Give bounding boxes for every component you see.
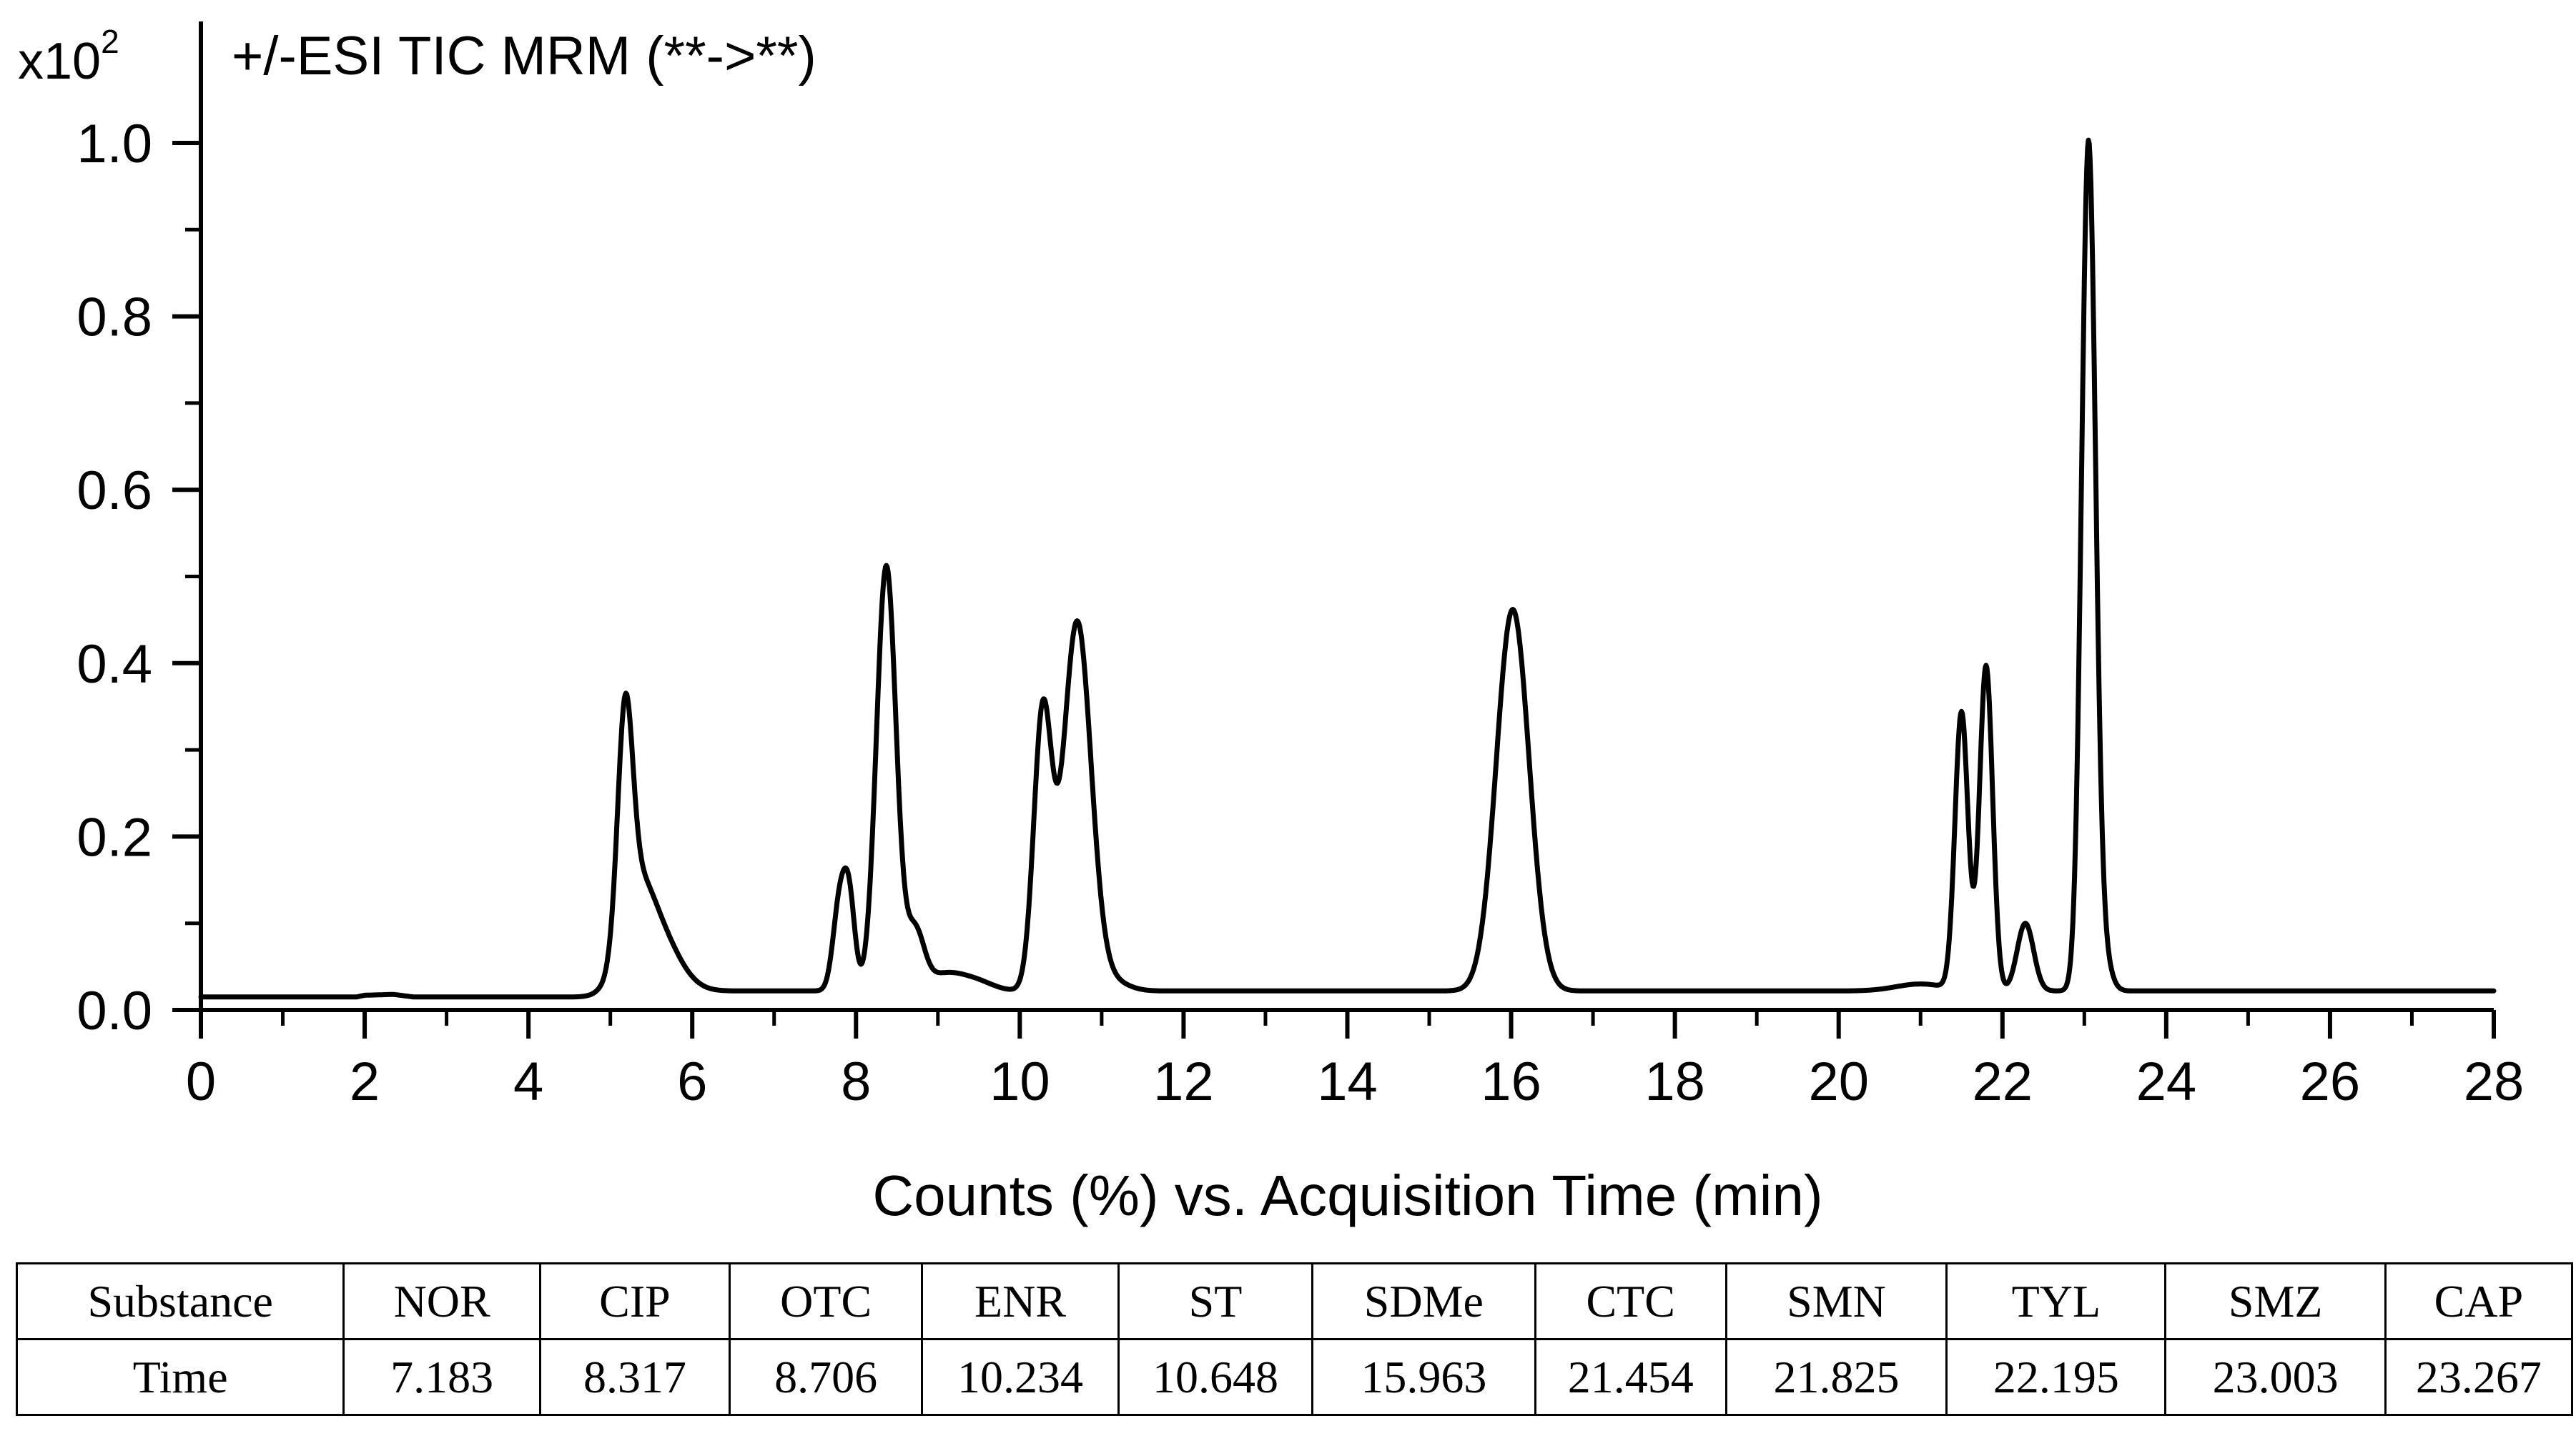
y-tick-label: 0.4: [77, 634, 152, 695]
table-cell: SMZ: [2164, 1262, 2387, 1340]
table-row-substance: Substance NOR CIP OTC ENR ST SDMe CTC SMN TYL SMZ C…: [15, 1262, 2574, 1340]
table-row-header-cell: Substance: [15, 1262, 345, 1340]
table-row-time: Time 7.183 8.317 8.706 10.234 10.648 15.963 21.…: [15, 1338, 2574, 1416]
x-tick-label: 16: [1481, 1051, 1541, 1112]
x-tick-label: 28: [2464, 1051, 2525, 1112]
table-cell: CTC: [1534, 1262, 1727, 1340]
x-tick-label: 22: [1973, 1051, 2033, 1112]
table-cell: OTC: [729, 1262, 924, 1340]
x-tick-label: 24: [2136, 1051, 2197, 1112]
substance-retention-table: Substance NOR CIP OTC ENR ST SDMe CTC SMN TYL SMZ C…: [15, 1262, 2574, 1416]
x-tick-label: 4: [513, 1051, 543, 1112]
x-tick-label: 20: [1808, 1051, 1869, 1112]
table-cell: 23.267: [2384, 1338, 2574, 1416]
x-axis-label: Counts (%) vs. Acquisition Time (min): [872, 1164, 1822, 1227]
tic-trace-line: [198, 137, 2497, 1000]
y-tick-label: 0.6: [77, 460, 152, 521]
y-tick-label: 0.0: [77, 981, 152, 1041]
table-cell: 15.963: [1311, 1338, 1536, 1416]
chart-title: +/-ESI TIC MRM (**->**): [232, 26, 816, 86]
table-cell: ST: [1117, 1262, 1314, 1340]
table-cell: SMN: [1724, 1262, 1948, 1340]
table-cell: 8.317: [538, 1338, 731, 1416]
y-ticks: [172, 141, 201, 1012]
table-cell: SDMe: [1311, 1262, 1536, 1340]
table-row-header-cell: Time: [15, 1338, 345, 1416]
y-tick-label: 1.0: [77, 114, 152, 174]
x-tick-label: 10: [990, 1051, 1050, 1112]
table-cell: CAP: [2384, 1262, 2574, 1340]
y-tick-label: 0.8: [77, 287, 152, 348]
x-tick-labels: 0 2 4 6 8 10 12 14 16 18 20 22 24 26 28: [186, 1051, 2524, 1112]
x-tick-label: 8: [841, 1051, 871, 1112]
table-cell: 10.234: [921, 1338, 1120, 1416]
x-tick-label: 26: [2300, 1051, 2361, 1112]
table-cell: CIP: [538, 1262, 731, 1340]
x-tick-label: 6: [677, 1051, 707, 1112]
y-tick-labels: 0.0 0.2 0.4 0.6 0.8 1.0: [77, 114, 152, 1041]
table-cell: ENR: [921, 1262, 1120, 1340]
table-cell: NOR: [342, 1262, 541, 1340]
table-cell: 23.003: [2164, 1338, 2387, 1416]
x-tick-label: 2: [350, 1051, 380, 1112]
x-tick-label: 18: [1644, 1051, 1705, 1112]
table-cell: 21.454: [1534, 1338, 1727, 1416]
x-tick-label: 14: [1317, 1051, 1378, 1112]
x-tick-label: 0: [186, 1051, 216, 1112]
x-ticks: [199, 1010, 2496, 1039]
table-cell: TYL: [1945, 1262, 2167, 1340]
table-cell: 10.648: [1117, 1338, 1314, 1416]
x-tick-label: 12: [1153, 1051, 1214, 1112]
table-cell: 21.825: [1724, 1338, 1948, 1416]
axes: [199, 21, 2494, 1012]
chromatogram-chart: 0 2 4 6 8 10 12 14 16 18 20 22 24 26 28 0.00.20.40.60.…: [18, 21, 2524, 1227]
table-cell: 7.183: [342, 1338, 541, 1416]
y-tick-label: 0.2: [77, 807, 152, 868]
table-cell: 22.195: [1945, 1338, 2167, 1416]
y-multiplier-label: x102: [18, 23, 119, 90]
table-cell: 8.706: [729, 1338, 924, 1416]
